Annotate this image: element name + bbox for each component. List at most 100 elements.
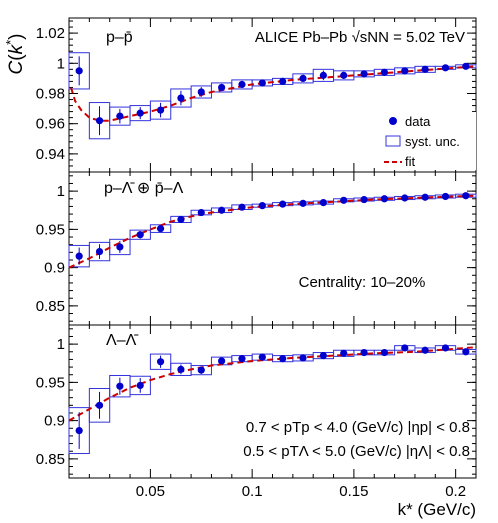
data-point	[238, 203, 246, 211]
data-point	[401, 344, 409, 352]
panel-p-lambdabar: 0.85 0.9 0.95 1	[36, 171, 477, 326]
legend: data syst. unc. fit	[380, 112, 476, 170]
data-point	[462, 348, 470, 356]
x-tick-label: 0.2	[445, 483, 466, 500]
syst-box	[88, 387, 111, 423]
data-point	[462, 62, 470, 70]
data-point	[462, 192, 470, 200]
data-point	[258, 202, 266, 210]
data-point	[299, 74, 307, 82]
data-point	[197, 208, 205, 217]
data-point	[156, 106, 165, 114]
y-tick-label: 0.9	[44, 260, 65, 277]
data-point	[238, 355, 246, 363]
data-point	[441, 64, 450, 72]
cut-line-2: 0.5 < pTΛ < 5.0 (GeV/c) |ηΛ| < 0.8	[243, 443, 470, 460]
data-point	[75, 426, 83, 435]
legend-syst-label: syst. unc.	[405, 134, 460, 149]
syst-box	[149, 353, 172, 370]
data-point	[340, 196, 348, 204]
data-point	[360, 70, 368, 78]
data-point	[279, 77, 287, 86]
y-tick-label: 0.98	[36, 85, 65, 102]
data-point	[116, 382, 124, 390]
data-point	[258, 79, 266, 87]
legend-fit-label: fit	[405, 154, 416, 169]
data-point	[177, 215, 185, 224]
fit-line	[70, 65, 477, 122]
data-point	[441, 344, 450, 352]
cut-line-1: 0.7 < pTp < 4.0 (GeV/c) |ηp| < 0.8	[246, 419, 470, 436]
data-point	[238, 80, 246, 89]
data-point	[95, 401, 104, 409]
data-point	[340, 349, 348, 357]
panel-p-pbar: 0.94 0.96 0.98 1 1.02	[36, 17, 477, 173]
syst-box	[129, 375, 151, 396]
data-point	[380, 68, 389, 76]
data-point	[279, 200, 287, 208]
data-point	[258, 353, 266, 361]
data-point	[279, 355, 287, 363]
data-point	[401, 67, 409, 75]
data-point	[380, 195, 389, 203]
data-point	[441, 192, 450, 201]
x-tick-label: 0.1	[242, 483, 263, 500]
data-point	[177, 94, 185, 102]
data-point	[218, 206, 226, 214]
legend-data-label: data	[405, 114, 431, 129]
data-point	[136, 381, 144, 390]
pair-label-p-lambdabar: p–Λ̄ ⊕ p̄–Λ	[104, 180, 184, 197]
y-tick-label: 0.96	[36, 116, 65, 133]
data-point	[299, 199, 307, 207]
x-tick-label: 0.15	[339, 483, 368, 500]
y-tick-label: 1	[57, 55, 65, 72]
pair-label-p-pbar: p–p̄	[106, 29, 133, 46]
y-tick-label: 0.95	[36, 221, 65, 238]
data-point	[218, 83, 226, 92]
data-point	[95, 247, 104, 256]
x-axis-label: k* (GeV/c)	[398, 500, 476, 519]
data-point	[421, 193, 429, 201]
y-tick-label: 0.94	[36, 146, 65, 163]
experiment-label: ALICE Pb–Pb √sNN = 5.02 TeV	[255, 29, 465, 46]
centrality-label: Centrality: 10–20%	[299, 274, 426, 291]
y-tick-label: 0.85	[36, 298, 65, 315]
y-tick-label: 0.95	[36, 374, 65, 391]
data-point	[156, 358, 165, 366]
data-point	[340, 71, 348, 79]
pair-label-lambda-lambdabar: Λ–Λ̄	[106, 332, 139, 349]
data-point	[319, 71, 327, 79]
syst-box	[129, 229, 151, 240]
panel-lambda-lambdabar: 0.85 0.9 0.95 1 0.05 0.1 0.15 0.2	[36, 324, 477, 500]
data-point	[401, 194, 409, 202]
data-point	[421, 65, 429, 73]
data-point	[197, 366, 205, 374]
data-point	[197, 88, 205, 96]
data-point	[360, 348, 368, 357]
legend-syst-marker	[385, 135, 401, 147]
data-point	[319, 352, 327, 360]
x-tick-label: 0.05	[136, 483, 165, 500]
y-tick-label: 0.9	[44, 413, 65, 430]
data-point	[116, 112, 124, 120]
data-point	[319, 199, 327, 207]
data-point	[75, 67, 83, 75]
syst-box	[68, 407, 90, 455]
data-point	[136, 109, 144, 117]
data-point	[116, 243, 124, 251]
y-tick-label: 1	[57, 183, 65, 200]
data-point	[156, 225, 165, 233]
data-point	[95, 117, 104, 125]
data-point	[218, 357, 226, 365]
y-tick-label: 1.02	[36, 25, 65, 42]
data-point	[177, 365, 185, 373]
data-point	[75, 252, 83, 260]
y-axis-label: C(k*)	[3, 34, 28, 75]
data-point	[299, 354, 307, 362]
y-tick-label: 0.85	[36, 451, 65, 468]
data-point	[380, 348, 389, 357]
data-point	[421, 346, 429, 354]
data-point	[360, 195, 368, 204]
data-point	[136, 231, 144, 239]
